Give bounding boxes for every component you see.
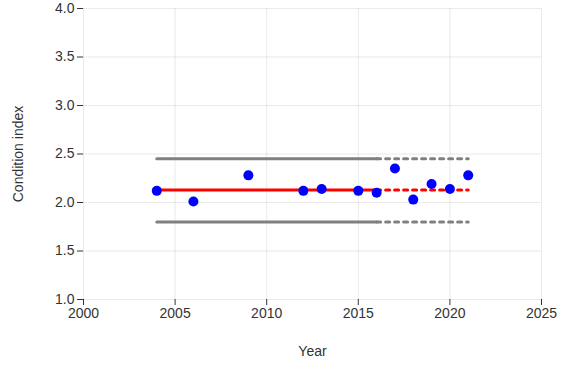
svg-text:Year: Year (298, 343, 327, 359)
svg-text:3.5: 3.5 (55, 48, 75, 64)
svg-text:3.0: 3.0 (55, 97, 75, 113)
svg-text:2015: 2015 (343, 305, 374, 321)
svg-text:4.0: 4.0 (55, 0, 75, 16)
svg-text:Condition index: Condition index (10, 106, 26, 203)
svg-text:2020: 2020 (434, 305, 465, 321)
svg-text:1.5: 1.5 (55, 242, 75, 258)
svg-text:2.0: 2.0 (55, 194, 75, 210)
svg-text:2025: 2025 (526, 305, 557, 321)
svg-text:2000: 2000 (68, 305, 99, 321)
svg-text:2005: 2005 (160, 305, 191, 321)
svg-text:2010: 2010 (251, 305, 282, 321)
svg-text:2.5: 2.5 (55, 145, 75, 161)
svg-text:1.0: 1.0 (55, 291, 75, 307)
